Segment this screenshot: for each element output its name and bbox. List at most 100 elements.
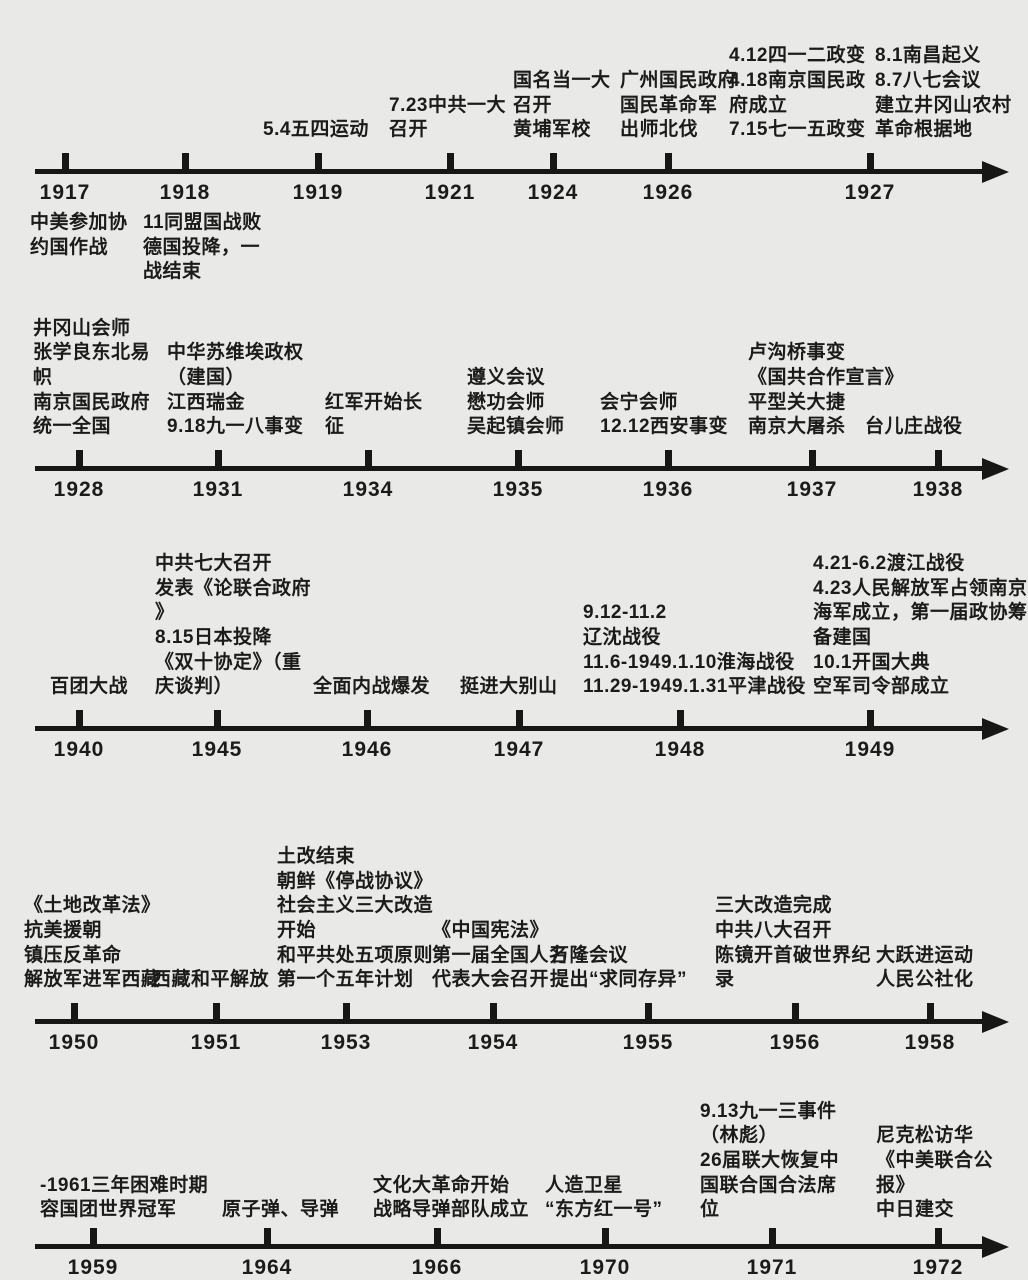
timeline-tick	[665, 450, 672, 466]
timeline-tick	[62, 153, 69, 169]
year-label: 1946	[341, 738, 393, 761]
year-label: 1937	[786, 478, 838, 501]
event-label: 4.21-6.2渡江战役 4.23人民解放军占领南京 海军成立，第一届政协筹 备…	[813, 552, 1028, 698]
event-label: 中共七大召开 发表《论联合政府 》 8.15日本投降 《双十协定》（重 庆谈判）	[155, 552, 312, 698]
year-label: 1924	[527, 181, 579, 204]
year-label: 1954	[467, 1031, 519, 1054]
timeline-tick	[677, 710, 684, 726]
event-label: 中美参加协 约国作战	[30, 212, 128, 258]
year-label: 1938	[912, 478, 964, 501]
timeline-tick	[90, 1228, 97, 1244]
year-label: 1927	[844, 181, 896, 204]
timeline-axis	[35, 726, 985, 731]
timeline-axis	[35, 1019, 985, 1024]
event-label: 会宁会师 12.12西安事变	[600, 391, 729, 438]
event-label: 8.1南昌起义 8.7八七会议 建立井冈山农村 革命根据地	[875, 45, 1012, 141]
timeline-tick	[213, 1003, 220, 1019]
year-label: 1948	[654, 738, 706, 761]
timeline-tick	[645, 1003, 652, 1019]
event-label: 9.12-11.2 辽沈战役 11.6-1949.1.10淮海战役 11.29-…	[583, 602, 806, 698]
event-label: 卢沟桥事变 《国共合作宣言》 平型关大捷 南京大屠杀	[748, 342, 905, 438]
event-label: -1961三年困难时期 容国团世界冠军	[40, 1174, 209, 1221]
timeline-tick	[214, 710, 221, 726]
year-label: 1955	[622, 1031, 674, 1054]
timeline-tick	[927, 1003, 934, 1019]
year-label: 1935	[492, 478, 544, 501]
event-label: 土改结束 朝鲜《停战协议》 社会主义三大改造 开始 和平共处五项原则 第一个五年…	[277, 845, 434, 991]
right-arrowhead-icon	[982, 1011, 1009, 1033]
event-label: 人造卫星 “东方红一号”	[545, 1174, 663, 1221]
timeline-tick	[792, 1003, 799, 1019]
event-label: 红军开始长 征	[325, 391, 423, 438]
event-label: 中华苏维埃政权 （建国） 江西瑞金 9.18九一八事变	[167, 342, 304, 438]
year-label: 1972	[912, 1256, 964, 1279]
event-label: 百团大战	[50, 676, 129, 698]
event-label: 台儿庄战役	[865, 416, 963, 438]
event-label: 9.13九一三事件 （林彪） 26届联大恢复中 国联合国合法席 位	[700, 1100, 840, 1221]
timeline-tick	[434, 1228, 441, 1244]
timeline-tick	[490, 1003, 497, 1019]
event-label: 三大改造完成 中共八大召开 陈镜开首破世界纪 录	[715, 895, 872, 991]
year-label: 1964	[241, 1256, 293, 1279]
event-label: 西藏和平解放	[152, 969, 270, 991]
year-label: 1958	[904, 1031, 956, 1054]
year-label: 1945	[191, 738, 243, 761]
year-label: 1966	[411, 1256, 463, 1279]
timeline-tick	[76, 450, 83, 466]
event-label: 文化大革命开始 战略导弹部队成立	[373, 1174, 530, 1221]
year-label: 1953	[320, 1031, 372, 1054]
right-arrowhead-icon	[982, 161, 1009, 183]
right-arrowhead-icon	[982, 718, 1009, 740]
timeline-tick	[935, 450, 942, 466]
year-label: 1940	[53, 738, 105, 761]
timeline-tick	[809, 450, 816, 466]
year-label: 1947	[493, 738, 545, 761]
event-label: 挺进大别山	[460, 676, 558, 698]
timeline-tick	[264, 1228, 271, 1244]
event-label: 原子弹、导弹	[222, 1199, 340, 1221]
event-label: 《土地改革法》 抗美援朝 镇压反革命 解放军进军西藏	[24, 895, 161, 991]
year-label: 1956	[769, 1031, 821, 1054]
event-label: 遵义会议 懋功会师 吴起镇会师	[467, 366, 565, 438]
right-arrowhead-icon	[982, 458, 1009, 480]
timeline-tick	[76, 710, 83, 726]
year-label: 1951	[190, 1031, 242, 1054]
year-label: 1928	[53, 478, 105, 501]
event-label: 万隆会议 提出“求同存异”	[550, 944, 688, 991]
timeline-tick	[516, 710, 523, 726]
right-arrowhead-icon	[982, 1236, 1009, 1258]
event-label: 11同盟国战败 德国投降，一 战结束	[143, 212, 262, 283]
timeline-tick	[515, 450, 522, 466]
year-label: 1950	[48, 1031, 100, 1054]
timeline-tick	[71, 1003, 78, 1019]
event-label: 5.4五四运动	[263, 119, 369, 141]
timeline-axis	[35, 169, 985, 174]
year-label: 1918	[159, 181, 211, 204]
timeline-tick	[665, 153, 672, 169]
timeline-tick	[769, 1228, 776, 1244]
event-label: 全面内战爆发	[313, 676, 431, 698]
timeline-tick	[364, 710, 371, 726]
year-label: 1926	[642, 181, 694, 204]
year-label: 1971	[746, 1256, 798, 1279]
year-label: 1936	[642, 478, 694, 501]
timeline-tick	[315, 153, 322, 169]
year-label: 1934	[342, 478, 394, 501]
year-label: 1917	[39, 181, 91, 204]
year-label: 1919	[292, 181, 344, 204]
year-label: 1970	[579, 1256, 631, 1279]
event-label: 大跃进运动 人民公社化	[876, 944, 974, 991]
event-label: 《中国宪法》 第一届全国人名 代表大会召开	[432, 919, 569, 991]
timeline-axis	[35, 1244, 985, 1249]
year-label: 1949	[844, 738, 896, 761]
timeline-tick	[935, 1228, 942, 1244]
event-label: 井冈山会师 张学良东北易 帜 南京国民政府 统一全国	[33, 317, 151, 438]
timeline-axis	[35, 466, 985, 471]
year-label: 1959	[67, 1256, 119, 1279]
timeline-tick	[215, 450, 222, 466]
timeline-tick	[867, 710, 874, 726]
event-label: 尼克松访华 《中美联合公报》 中日建交	[876, 1125, 994, 1221]
timeline-tick	[550, 153, 557, 169]
event-label: 7.23中共一大 召开	[389, 94, 506, 141]
